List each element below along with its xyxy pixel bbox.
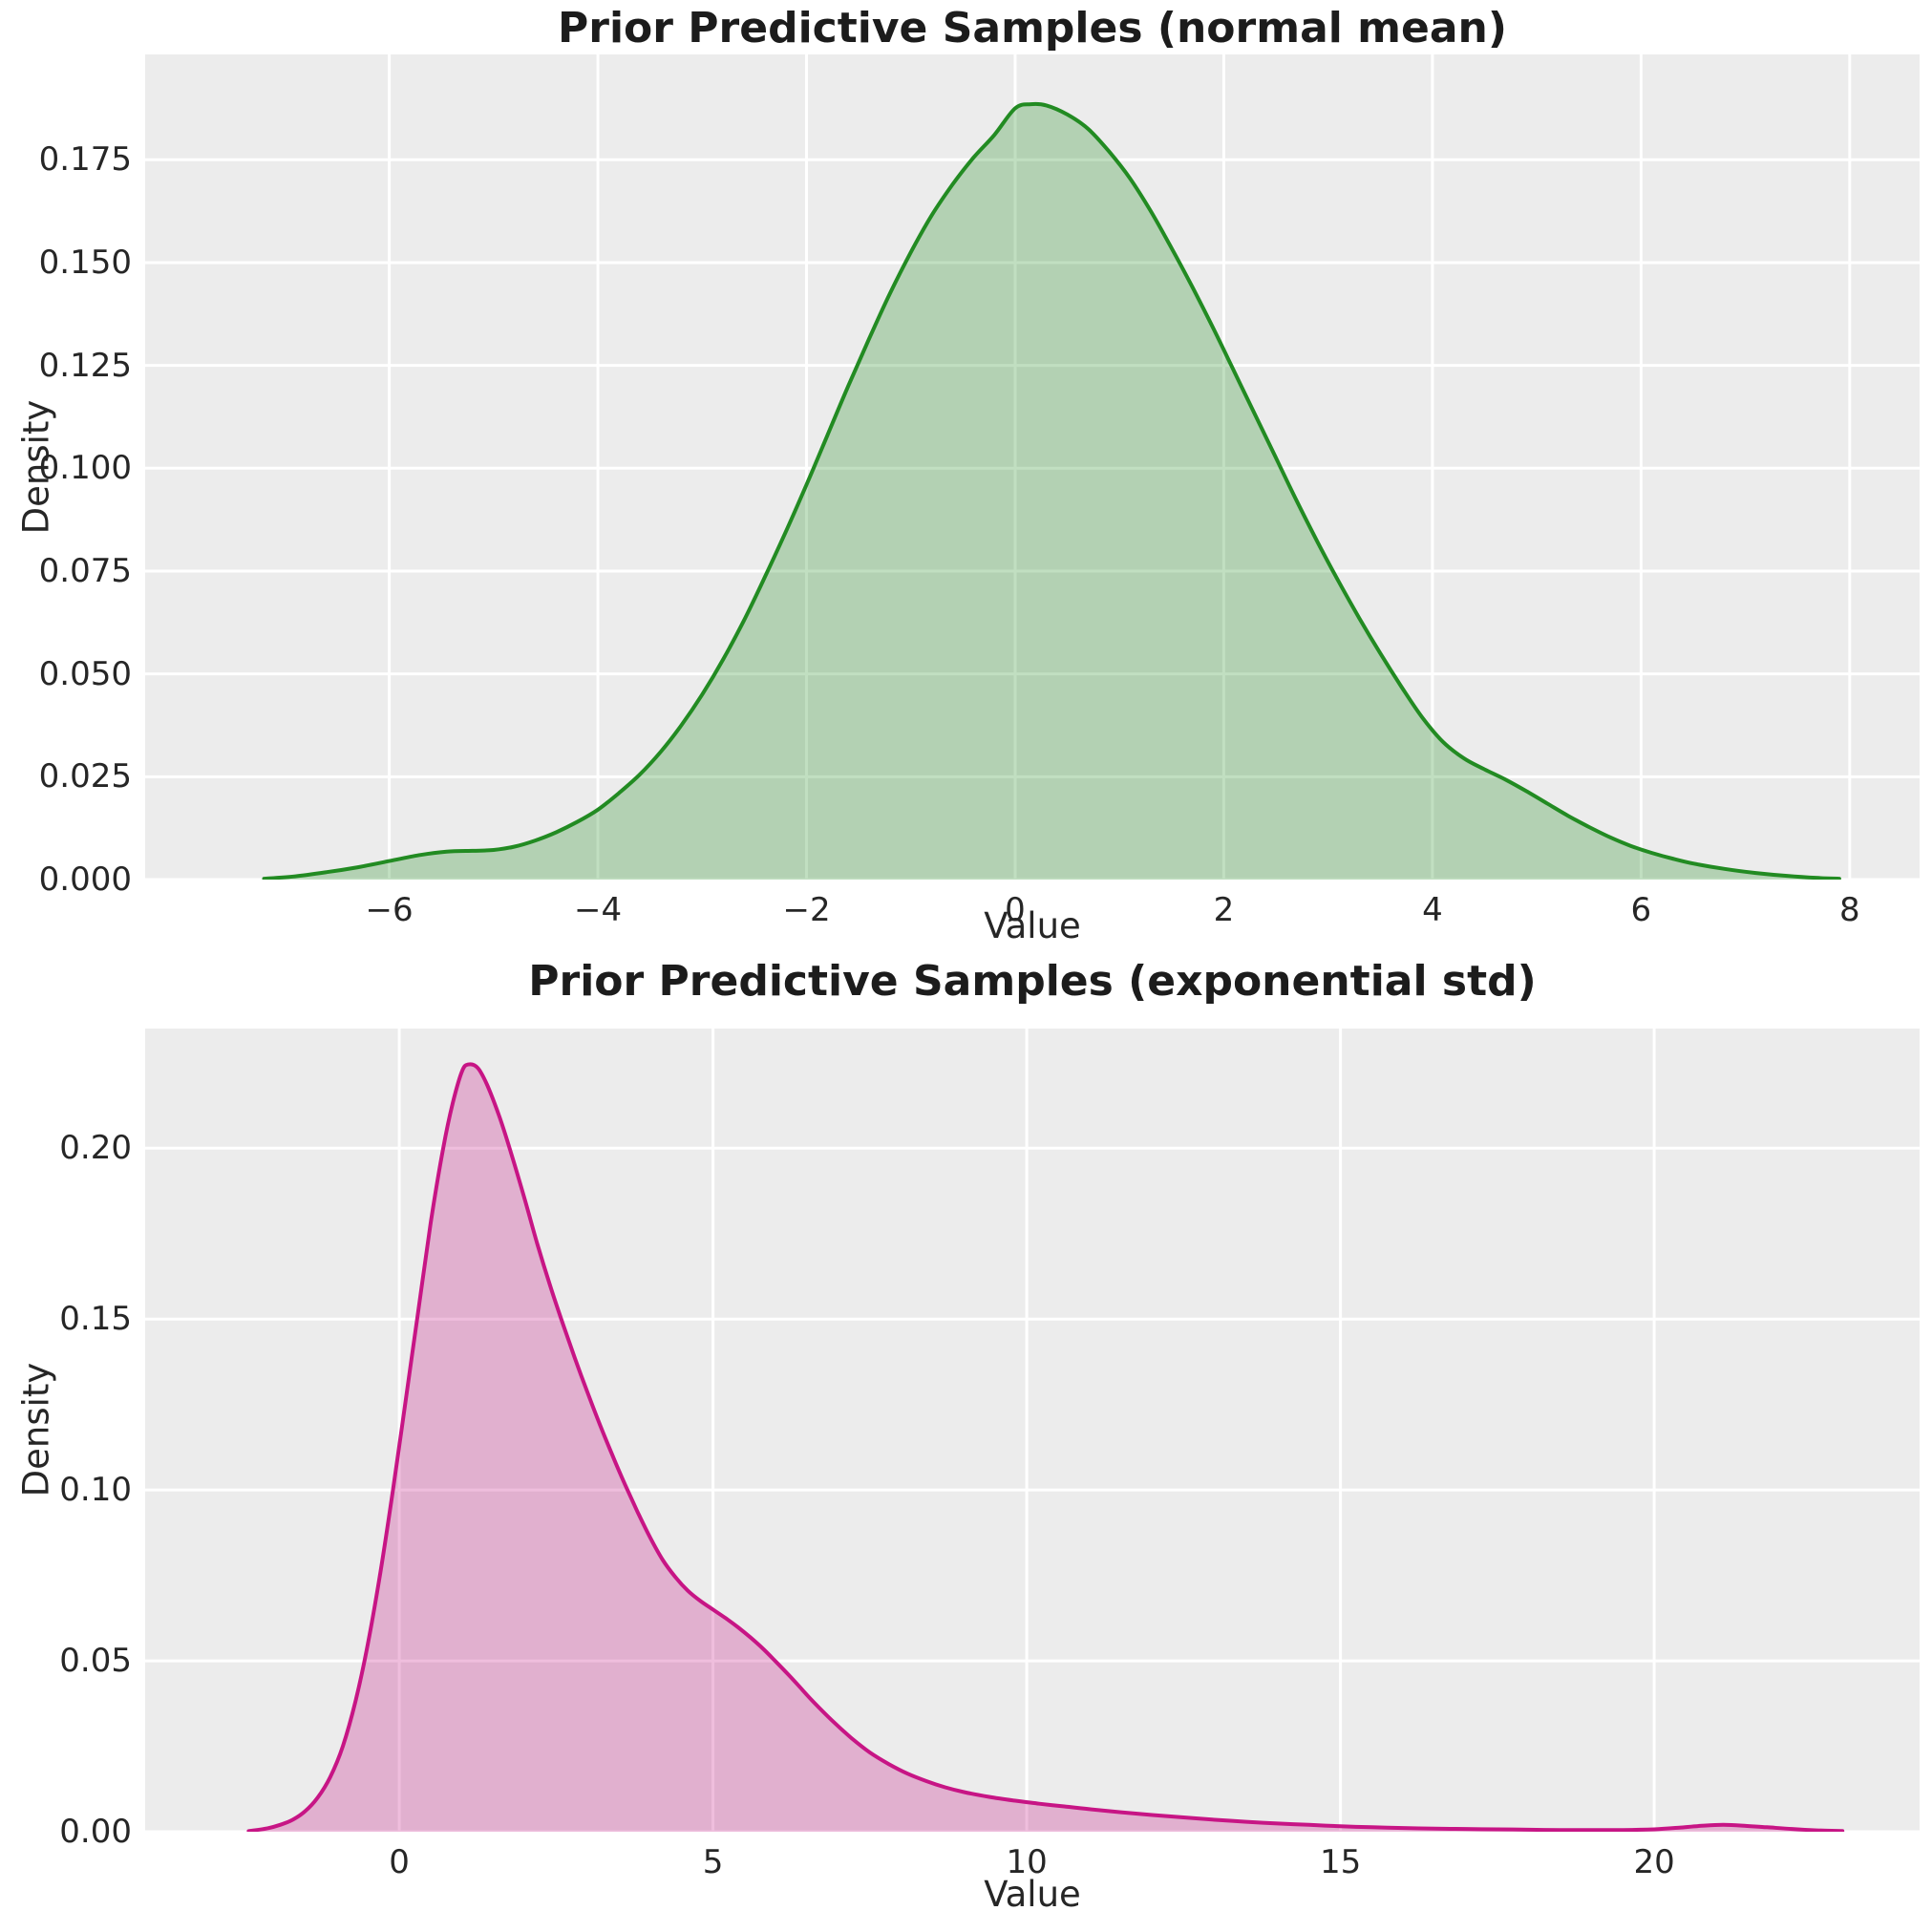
x-tick-label: 0 [1005, 891, 1026, 929]
x-axis-label: Value [984, 1874, 1081, 1915]
y-tick-label: 0.025 [38, 757, 132, 796]
kde-area-fill [264, 103, 1839, 880]
kde-plot-canvas [145, 54, 1920, 880]
x-tick-label: 0 [389, 1843, 410, 1881]
x-tick-label: 6 [1630, 891, 1652, 929]
y-tick-label: 0.100 [38, 449, 132, 488]
y-tick-label: 0.175 [38, 140, 132, 180]
plot-area-normal-mean [145, 54, 1920, 880]
kde-area-fill [248, 1064, 1843, 1832]
y-tick-label: 0.125 [38, 346, 132, 385]
y-tick-label: 0.20 [59, 1129, 132, 1168]
x-tick-label: 8 [1838, 891, 1860, 929]
y-tick-label: 0.075 [38, 551, 132, 590]
y-axis-label: Density [15, 1362, 57, 1497]
x-tick-label: −4 [573, 891, 623, 929]
x-tick-label: 5 [702, 1843, 724, 1881]
kde-plot-canvas [145, 1029, 1920, 1832]
y-tick-label: 0.000 [38, 860, 132, 899]
x-tick-label: −6 [365, 891, 414, 929]
x-tick-label: 20 [1633, 1843, 1675, 1881]
plot-area-exponential-std [145, 1029, 1920, 1832]
x-tick-label: −2 [782, 891, 831, 929]
y-tick-label: 0.10 [59, 1471, 132, 1510]
y-tick-label: 0.150 [38, 243, 132, 282]
y-tick-label: 0.050 [38, 654, 132, 693]
plot-title: Prior Predictive Samples (exponential st… [528, 957, 1537, 1006]
x-tick-label: 2 [1213, 891, 1235, 929]
plot-title: Prior Predictive Samples (normal mean) [558, 4, 1507, 53]
x-tick-label: 15 [1319, 1843, 1362, 1881]
kde-curve [262, 101, 1841, 880]
x-axis-label: Value [984, 905, 1081, 946]
kde-curve [246, 1062, 1845, 1832]
y-tick-label: 0.00 [59, 1813, 132, 1851]
y-tick-label: 0.05 [59, 1642, 132, 1681]
x-tick-label: 4 [1422, 891, 1443, 929]
y-tick-label: 0.15 [59, 1300, 132, 1339]
x-tick-label: 10 [1006, 1843, 1048, 1881]
